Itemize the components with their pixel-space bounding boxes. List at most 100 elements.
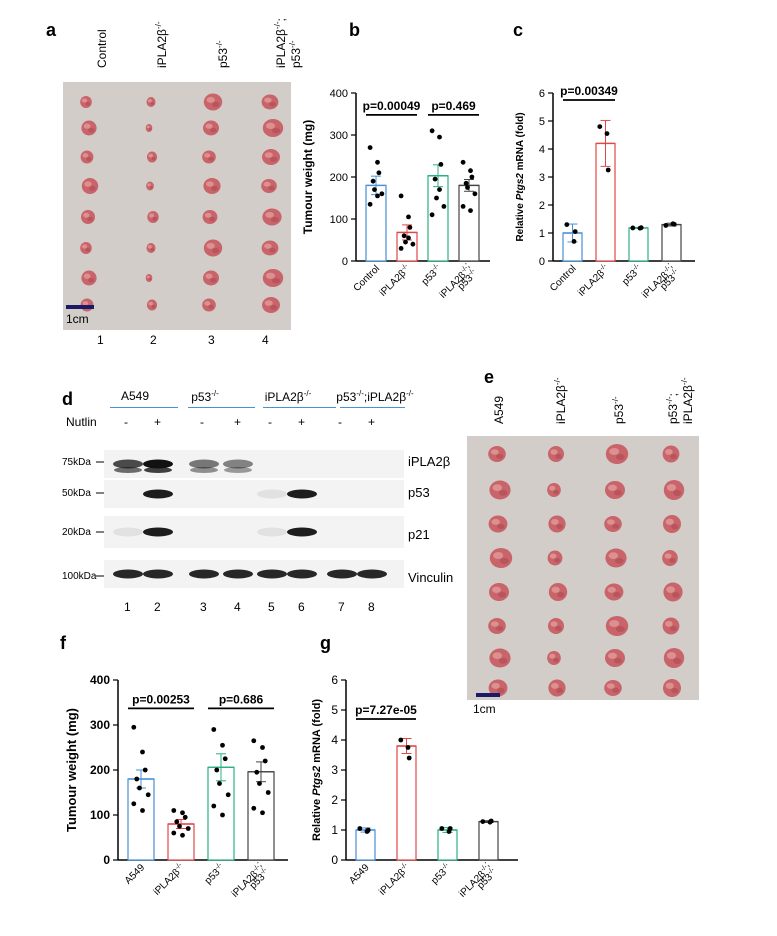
svg-text:A549: A549	[123, 862, 148, 887]
bar	[247, 771, 275, 861]
treatment-sign: +	[154, 415, 162, 429]
treatment-sign: +	[298, 415, 306, 429]
tumour	[488, 679, 508, 697]
x-tick-label: iPLA2β-/-;p53-/-	[637, 260, 683, 306]
blot-group-label: p53-/-	[191, 389, 219, 404]
data-point	[630, 225, 636, 231]
treatment-sign: -	[268, 415, 272, 429]
panel-e-group-label: p53-/-; iPLA2β-/-	[665, 377, 695, 425]
data-point	[180, 810, 185, 816]
x-tick-label: iPLA2β-/-	[377, 262, 414, 299]
data-point	[663, 223, 669, 228]
iPLA2b-blot	[104, 450, 404, 478]
y-axis-label: Relative Ptgs2 mRNA (fold)	[311, 699, 323, 841]
bar	[127, 778, 155, 861]
svg-text:p53-/-: p53-/-	[620, 262, 645, 287]
panel-e-group-label: p53-/-	[611, 396, 626, 424]
x-tick-label: iPLA2β-/-;p53-/-	[438, 261, 477, 301]
vinculin-blot	[104, 560, 404, 588]
tumour	[548, 446, 564, 462]
tumour	[146, 151, 158, 163]
y-tick-label: 200	[90, 763, 110, 777]
y-tick-label: 6	[539, 88, 545, 100]
svg-text:iPLA2β-/-;p53-/-: iPLA2β-/-;p53-/-	[637, 260, 683, 306]
nutlin-label: Nutlin	[66, 415, 97, 429]
data-point	[379, 191, 385, 197]
tumour	[262, 297, 280, 313]
tumour	[80, 96, 92, 108]
data-point	[365, 827, 371, 833]
svg-text:iPLA2β-/-: iPLA2β-/-	[377, 262, 414, 299]
y-tick-label: 0	[103, 853, 110, 867]
y-tick-label: 4	[539, 144, 545, 156]
data-point	[262, 758, 268, 764]
tumour	[146, 181, 154, 191]
treatment-sign: +	[368, 415, 376, 429]
data-point	[398, 737, 404, 743]
data-point	[211, 803, 217, 809]
data-point	[638, 225, 644, 231]
tumour	[489, 648, 511, 668]
tumour	[203, 178, 221, 194]
protein-label: p53	[408, 485, 430, 500]
data-point	[177, 823, 182, 829]
blot-group-label: p53-/-;iPLA2β-/-	[336, 389, 414, 404]
panel-e-scale-label: 1cm	[473, 702, 496, 716]
tumour	[547, 550, 563, 566]
data-point	[468, 208, 473, 214]
data-point	[460, 204, 466, 209]
y-tick-label: 0	[342, 256, 348, 268]
data-point	[171, 808, 177, 813]
data-point	[251, 805, 257, 811]
tumour	[605, 649, 625, 667]
lane-number: 6	[298, 600, 305, 614]
data-point	[214, 767, 220, 773]
data-point	[171, 830, 177, 836]
panel-a-letter: a	[46, 20, 57, 40]
data-point	[217, 781, 222, 786]
lane-number: 4	[234, 600, 241, 614]
lane-number: 8	[368, 600, 375, 614]
svg-text:100kDa: 100kDa	[62, 571, 97, 582]
data-point	[357, 826, 363, 831]
tumour	[548, 515, 566, 533]
tumour	[488, 618, 506, 634]
treatment-sign: -	[338, 415, 342, 429]
panel-e-letter: e	[484, 367, 495, 387]
tumour	[203, 239, 223, 257]
y-tick-label: 0	[539, 256, 545, 268]
data-point	[401, 233, 407, 239]
data-point	[463, 180, 469, 186]
data-point	[429, 212, 435, 218]
data-point	[460, 159, 466, 165]
panel-d-blot: 75kDa 50kDa 20kDa 100kDa iPLA2β p53 p21 Vinculi…	[62, 450, 453, 588]
x-tick-label: iPLA2β-/-;p53-/-	[457, 860, 496, 900]
y-tick-label: 4	[331, 733, 338, 747]
x-tick-label: A549	[123, 862, 148, 887]
data-point	[145, 792, 151, 798]
protein-label: iPLA2β	[408, 454, 450, 469]
data-point	[131, 724, 137, 730]
svg-text:Control: Control	[352, 263, 383, 294]
p-value-label: p=7.27e-05	[355, 703, 417, 717]
tumour	[262, 119, 284, 137]
tumour	[146, 299, 158, 311]
y-tick-label: 300	[330, 130, 348, 142]
data-point	[222, 756, 228, 762]
data-point	[429, 128, 435, 134]
y-tick-label: 1	[539, 228, 545, 240]
marker-label: 50kDa	[62, 488, 104, 499]
svg-text:Control: Control	[548, 263, 579, 294]
tumour	[145, 274, 153, 282]
tumour	[81, 120, 97, 136]
tumour	[202, 150, 216, 164]
p-value-label: p=0.00253	[132, 692, 190, 706]
tumour	[262, 269, 284, 287]
data-point	[367, 145, 373, 150]
data-point	[257, 781, 262, 786]
data-point	[398, 246, 404, 251]
tumour	[202, 298, 216, 312]
tumour	[548, 618, 564, 634]
y-axis-label: Tumour weight (mg)	[64, 708, 79, 832]
